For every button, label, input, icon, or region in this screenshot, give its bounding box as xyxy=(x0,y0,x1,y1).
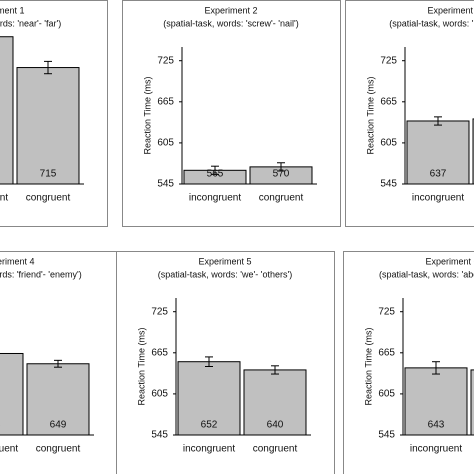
panel: Experiment 5 (spatial-task, words: 'we'- … xyxy=(116,251,335,474)
value-label: 649 xyxy=(50,420,67,431)
panel: Experiment 2 (spatial-task, words: 'screw… xyxy=(122,0,341,227)
x-tick-label: incongruent xyxy=(412,193,464,204)
y-tick-label: 605 xyxy=(157,138,174,149)
panel-subtitle: (spatial-task, words: 'up'- 'down') xyxy=(389,18,474,28)
x-tick-label: congruent xyxy=(26,193,71,204)
bar xyxy=(406,120,470,184)
value-label: 715 xyxy=(40,169,57,180)
panel: Experiment 1 (spatial-task, words: 'near'… xyxy=(0,0,108,227)
panel-subtitle: (spatial-task, words: 'friend'- 'enemy') xyxy=(0,269,82,279)
panel-subtitle: (spatial-task, words: 'screw'- 'nail') xyxy=(163,18,298,28)
panel: Experiment 6 (spatial-task, words: 'above… xyxy=(343,251,474,474)
value-label: 640 xyxy=(267,420,284,431)
y-tick-label: 545 xyxy=(151,430,168,441)
y-tick-label: 605 xyxy=(151,389,168,400)
panel-frame xyxy=(343,251,474,474)
y-axis-label: Reaction Time (ms) xyxy=(142,76,152,154)
bar xyxy=(470,369,474,435)
y-tick-label: 665 xyxy=(380,96,397,107)
y-tick-label: 665 xyxy=(151,347,168,358)
y-axis-label: Reaction Time (ms) xyxy=(136,327,146,405)
x-tick-label: incongruent xyxy=(189,193,241,204)
panel-title: Experiment 5 xyxy=(198,256,251,266)
panel-title: Experiment 4 xyxy=(0,256,35,266)
value-label: 565 xyxy=(207,169,224,180)
y-tick-label: 725 xyxy=(157,55,174,66)
y-tick-label: 725 xyxy=(380,55,397,66)
x-tick-label: incongruent xyxy=(0,193,8,204)
value-label: 637 xyxy=(430,169,447,180)
bar xyxy=(26,363,90,435)
x-tick-label: incongruent xyxy=(0,444,18,455)
y-tick-label: 665 xyxy=(378,347,395,358)
y-tick-label: 545 xyxy=(378,430,395,441)
panel-title: Experiment 6 xyxy=(425,256,474,266)
bar xyxy=(0,36,14,184)
panel-title: Experiment 1 xyxy=(0,5,25,15)
panel-subtitle: (spatial-task, words: 'near'- 'far') xyxy=(0,18,61,28)
panel: Experiment 3 (spatial-task, words: 'up'- … xyxy=(345,0,474,227)
panel-subtitle: (spatial-task, words: 'we'- 'others') xyxy=(158,269,292,279)
y-tick-label: 665 xyxy=(157,96,174,107)
panel-title: Experiment 3 xyxy=(427,5,474,15)
value-label: 643 xyxy=(428,420,445,431)
y-tick-label: 605 xyxy=(380,138,397,149)
y-tick-label: 725 xyxy=(151,306,168,317)
panel-subtitle: (spatial-task, words: 'above'- 'below') xyxy=(379,269,474,279)
x-tick-label: congruent xyxy=(36,444,81,455)
panel-frame xyxy=(345,0,474,227)
y-tick-label: 605 xyxy=(378,389,395,400)
value-label: 652 xyxy=(201,420,218,431)
bar xyxy=(404,367,468,435)
x-tick-label: congruent xyxy=(259,193,304,204)
y-axis-label: Reaction Time (ms) xyxy=(363,327,373,405)
x-tick-label: incongruent xyxy=(183,444,235,455)
bar xyxy=(243,369,307,435)
panel-frame xyxy=(122,0,341,227)
x-tick-label: congruent xyxy=(253,444,298,455)
bar xyxy=(16,67,80,184)
y-tick-label: 545 xyxy=(157,179,174,190)
x-tick-label: incongruent xyxy=(410,444,462,455)
y-tick-label: 725 xyxy=(378,306,395,317)
y-axis-label: Reaction Time (ms) xyxy=(365,76,375,154)
value-label: 570 xyxy=(273,169,290,180)
panel-title: Experiment 2 xyxy=(204,5,257,15)
bar xyxy=(0,352,24,435)
bar xyxy=(177,361,241,435)
panel: Experiment 4 (spatial-task, words: 'frien… xyxy=(0,251,118,474)
y-tick-label: 545 xyxy=(380,179,397,190)
